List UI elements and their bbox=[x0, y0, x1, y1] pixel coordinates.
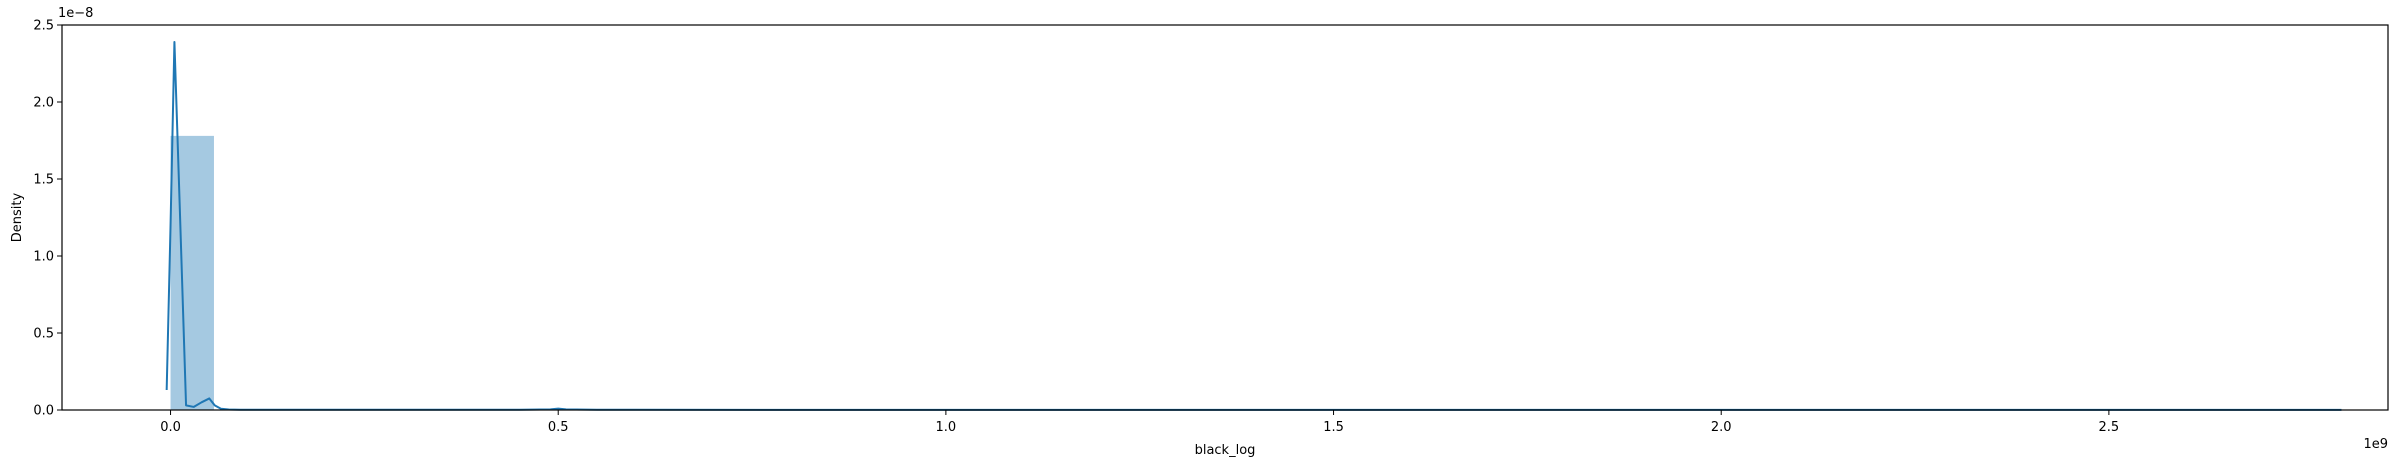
x-tick-label-3: 1.5 bbox=[1323, 420, 1344, 435]
y-tick-label-3: 1.5 bbox=[33, 173, 54, 188]
y-axis-ticks: 0.0 0.5 1.0 1.5 2.0 2.5 bbox=[33, 19, 62, 419]
y-axis-offset-text: 1e−8 bbox=[58, 6, 93, 21]
x-tick-label-1: 0.5 bbox=[548, 420, 569, 435]
y-tick-label-1: 0.5 bbox=[33, 327, 54, 342]
y-tick-label-4: 2.0 bbox=[33, 96, 54, 111]
y-tick-label-0: 0.0 bbox=[33, 404, 54, 419]
histogram-bars bbox=[171, 136, 2342, 410]
x-axis-ticks: 0.0 0.5 1.0 1.5 2.0 2.5 bbox=[160, 410, 2119, 435]
kde-curve bbox=[167, 42, 2342, 410]
y-tick-label-2: 1.0 bbox=[33, 250, 54, 265]
x-tick-label-0: 0.0 bbox=[160, 420, 181, 435]
y-tick-label-5: 2.5 bbox=[33, 19, 54, 34]
y-axis-label: Density bbox=[10, 192, 25, 242]
x-axis-offset-text: 1e9 bbox=[2363, 437, 2388, 452]
x-tick-label-2: 1.0 bbox=[936, 420, 957, 435]
x-tick-label-4: 2.0 bbox=[1711, 420, 1732, 435]
histogram-bar-0 bbox=[171, 136, 214, 410]
plot-frame bbox=[62, 25, 2388, 410]
x-tick-label-5: 2.5 bbox=[2099, 420, 2120, 435]
x-axis-label: black_log bbox=[1195, 443, 1256, 458]
kde-line bbox=[167, 42, 2342, 410]
